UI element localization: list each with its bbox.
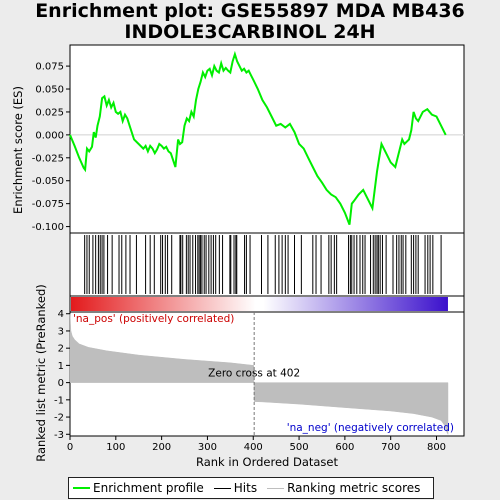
metric-y-tick-label: -2 bbox=[54, 413, 64, 424]
hits-panel-frame bbox=[69, 232, 465, 297]
metric-y-tick-label: -1 bbox=[54, 395, 64, 406]
metric-ylabel: Ranked list metric (PreRanked) bbox=[34, 284, 48, 462]
x-tick-label: 400 bbox=[244, 442, 263, 453]
x-tick-label: 600 bbox=[335, 442, 354, 453]
neg-correlated-label: 'na_neg' (negatively correlated) bbox=[287, 422, 454, 434]
es-y-tick-label: -0.050 bbox=[32, 176, 64, 187]
metric-y-tick-label: 4 bbox=[58, 309, 64, 320]
es-y-tick-label: -0.100 bbox=[32, 222, 64, 233]
x-tick-label: 500 bbox=[290, 442, 309, 453]
legend-label-enrichment: Enrichment profile bbox=[93, 481, 204, 495]
legend-swatch-hits bbox=[213, 487, 231, 489]
chart-title: Enrichment plot: GSE55897 MDA MB436 INDO… bbox=[35, 0, 465, 43]
ranking-metric-area bbox=[69, 313, 449, 435]
x-ticks: 0 100 200 300 400 500 600 700 800 bbox=[67, 436, 446, 453]
x-tick-label: 700 bbox=[381, 442, 400, 453]
metric-y-ticks: -3 -2 -1 0 1 2 3 4 bbox=[54, 309, 70, 441]
legend-item-ranking: Ranking metric scores bbox=[267, 481, 420, 495]
zero-cross-label: Zero cross at 402 bbox=[208, 368, 300, 380]
x-tick-label: 200 bbox=[152, 442, 171, 453]
x-tick-label: 300 bbox=[198, 442, 217, 453]
es-panel-frame bbox=[69, 44, 465, 234]
metric-y-tick-label: -3 bbox=[54, 430, 64, 441]
pos-correlated-label: 'na_pos' (positively correlated) bbox=[73, 313, 234, 325]
es-y-tick-label: 0.025 bbox=[35, 107, 64, 118]
legend-item-enrichment: Enrichment profile bbox=[73, 481, 204, 495]
legend-label-hits: Hits bbox=[233, 481, 258, 495]
hits-group bbox=[84, 235, 442, 294]
es-y-tick-label: -0.075 bbox=[32, 199, 64, 210]
legend-swatch-ranking bbox=[267, 487, 285, 489]
ranking-colorbar bbox=[71, 297, 448, 311]
x-tick-label: 800 bbox=[427, 442, 446, 453]
x-tick-label: 0 bbox=[67, 442, 73, 453]
es-y-tick-label: 0.075 bbox=[35, 62, 64, 73]
x-tick-label: 100 bbox=[106, 442, 125, 453]
es-y-tick-label: 0.000 bbox=[35, 130, 64, 141]
metric-y-tick-label: 1 bbox=[58, 361, 64, 372]
es-ylabel: Enrichment score (ES) bbox=[11, 86, 25, 214]
metric-y-tick-label: 0 bbox=[58, 378, 64, 389]
enrichment-profile-line bbox=[69, 50, 447, 226]
xlabel: Rank in Ordered Dataset bbox=[196, 455, 339, 469]
legend-label-ranking: Ranking metric scores bbox=[287, 481, 421, 495]
es-y-ticks: -0.100 -0.075 -0.050 -0.025 0.000 0.025 0.050 0… bbox=[32, 62, 70, 233]
metric-y-tick-label: 3 bbox=[58, 326, 64, 337]
es-y-tick-label: 0.050 bbox=[35, 85, 64, 96]
es-y-tick-label: -0.025 bbox=[32, 153, 64, 164]
legend-item-hits: Hits bbox=[213, 481, 258, 495]
metric-y-tick-label: 2 bbox=[58, 344, 64, 355]
legend-swatch-enrichment bbox=[73, 487, 90, 489]
legend: Enrichment profile Hits Ranking metric s… bbox=[68, 477, 434, 499]
